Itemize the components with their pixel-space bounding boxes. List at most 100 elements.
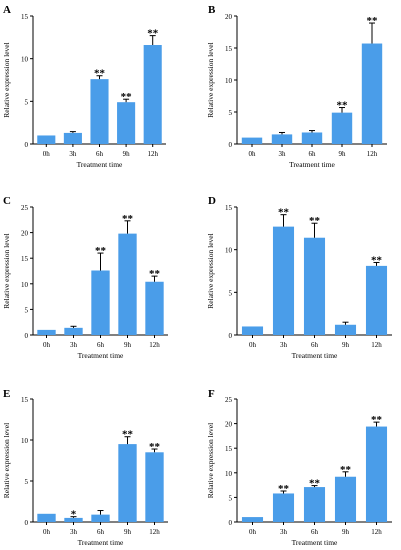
x-tick-label: 12h [149, 341, 160, 349]
y-tick-label: 20 [21, 230, 29, 238]
x-tick-label: 0h [43, 150, 51, 158]
x-axis-title: Treatment time [289, 160, 335, 169]
y-tick-label: 5 [229, 109, 233, 117]
x-axis-title: Treatment time [77, 160, 123, 169]
x-axis-title: Treatment time [78, 351, 124, 360]
y-axis-title: Relative expression level [2, 233, 11, 308]
significance-marker: ** [122, 213, 134, 225]
significance-marker: ** [309, 215, 321, 227]
bar [145, 281, 164, 335]
x-axis-title: Treatment time [292, 538, 338, 547]
x-axis-title: Treatment time [292, 351, 338, 360]
x-tick-label: 3h [280, 528, 288, 536]
chart-panel-c: C 0 5 10 15 20 25 0h 3h ** 6h ** 9h ** 12h Treatment ti… [2, 195, 168, 360]
bar [64, 327, 83, 335]
y-tick-label: 5 [229, 494, 233, 502]
y-tick-label: 15 [21, 396, 29, 404]
bar [64, 517, 83, 522]
significance-marker: ** [309, 478, 321, 490]
significance-marker: ** [147, 28, 159, 40]
x-axis-title: Treatment time [78, 538, 124, 547]
bar [143, 45, 162, 144]
x-tick-label: 3h [69, 150, 77, 158]
panel-label: D [208, 195, 216, 207]
y-tick-label: 10 [21, 281, 29, 289]
significance-marker: ** [371, 254, 383, 266]
bar [241, 517, 264, 522]
x-tick-label: 12h [367, 150, 378, 158]
y-tick-label: 10 [21, 437, 29, 445]
bar [91, 514, 110, 522]
significance-marker: ** [337, 100, 349, 112]
y-axis-title: Relative expression level [2, 423, 11, 498]
bar [303, 237, 326, 335]
bar [272, 226, 295, 335]
y-tick-label: 15 [225, 445, 233, 453]
significance-marker: ** [95, 245, 107, 257]
chart-panel-f: F 0 5 10 15 20 25 0h ** 3h ** 6h ** 9h ** 12h Treatment … [206, 388, 392, 547]
significance-marker: ** [149, 441, 161, 453]
y-tick-label: 10 [225, 247, 233, 255]
bar [334, 324, 357, 335]
x-tick-label: 12h [149, 528, 160, 536]
x-tick-label: 3h [279, 150, 287, 158]
significance-marker: ** [149, 268, 161, 280]
x-tick-label: 0h [43, 528, 51, 536]
y-tick-label: 15 [21, 13, 29, 21]
y-tick-label: 15 [225, 204, 233, 212]
y-tick-label: 5 [229, 289, 233, 297]
y-tick-label: 20 [225, 421, 233, 429]
panel-label: C [3, 195, 11, 207]
bar [118, 444, 137, 522]
bar [37, 513, 56, 522]
y-axis-title: Relative expression level [2, 42, 11, 117]
bar [145, 452, 164, 522]
panel-label: B [208, 4, 216, 16]
x-tick-label: 6h [311, 341, 319, 349]
x-tick-label: 9h [124, 341, 132, 349]
x-tick-label: 3h [70, 528, 78, 536]
chart-panel-e: E 0 5 10 15 0h * 3h 6h ** 9h ** 12h Treatment time Rel… [2, 388, 168, 547]
bar [365, 426, 388, 522]
significance-marker: ** [371, 414, 383, 426]
x-tick-label: 6h [97, 341, 105, 349]
significance-marker: ** [94, 68, 106, 80]
x-tick-label: 3h [70, 341, 78, 349]
significance-marker: ** [367, 15, 379, 27]
bar [334, 476, 357, 522]
y-tick-label: 25 [21, 204, 29, 212]
significance-marker: ** [122, 429, 134, 441]
significance-marker: ** [278, 483, 290, 495]
y-axis-title: Relative expression level [206, 233, 215, 308]
bar [303, 487, 326, 522]
bar [365, 265, 388, 335]
y-tick-label: 15 [225, 45, 233, 53]
x-tick-label: 6h [96, 150, 104, 158]
y-tick-label: 10 [225, 470, 233, 478]
bar [90, 79, 109, 144]
bar [37, 135, 56, 144]
bar [118, 233, 137, 335]
x-tick-label: 0h [43, 341, 51, 349]
x-tick-label: 9h [339, 150, 347, 158]
y-axis-title: Relative expression level [206, 423, 215, 498]
x-tick-label: 6h [311, 528, 319, 536]
x-tick-label: 0h [249, 150, 257, 158]
x-tick-label: 3h [280, 341, 288, 349]
x-tick-label: 6h [309, 150, 317, 158]
bar [331, 112, 353, 144]
y-tick-label: 5 [25, 98, 29, 106]
y-tick-label: 20 [225, 13, 233, 21]
chart-panel-a: A 0 5 10 15 0h 3h ** 6h ** 9h ** 12h Treatment time Re… [2, 4, 166, 169]
panel-label: F [208, 388, 215, 400]
y-tick-label: 5 [25, 306, 29, 314]
x-tick-label: 6h [97, 528, 105, 536]
bar [37, 329, 56, 335]
y-tick-label: 0 [25, 332, 29, 340]
y-tick-label: 15 [21, 255, 29, 263]
bar [272, 493, 295, 522]
x-tick-label: 9h [342, 528, 350, 536]
x-tick-label: 9h [342, 341, 350, 349]
significance-marker: ** [340, 464, 352, 476]
